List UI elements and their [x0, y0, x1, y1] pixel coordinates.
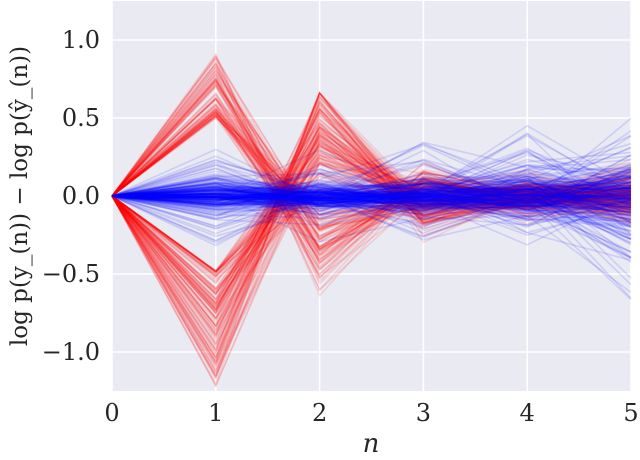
x-tick-label: 0 [104, 399, 119, 427]
y-tick-label: 0.0 [62, 182, 100, 210]
y-tick-label: 0.5 [62, 104, 100, 132]
x-tick-label: 3 [416, 399, 431, 427]
x-tick-label: 4 [520, 399, 535, 427]
y-axis-label: log p(y_(n)) − log p(ŷ_(n)) [7, 46, 33, 346]
y-tick-labels: −1.0 −0.5 0.0 0.5 1.0 [42, 26, 100, 366]
y-tick-label: 1.0 [62, 26, 100, 54]
blue-series [111, 117, 632, 301]
x-axis-label: n [363, 429, 380, 459]
y-tick-label: −1.0 [42, 338, 100, 366]
x-tick-label: 5 [623, 399, 638, 427]
y-tick-label: −0.5 [42, 260, 100, 288]
red-series [111, 52, 632, 388]
gridlines [111, 1, 632, 391]
x-tick-label: 1 [208, 399, 223, 427]
x-tick-labels: 0 1 2 3 4 5 [104, 399, 638, 427]
x-tick-label: 2 [312, 399, 327, 427]
